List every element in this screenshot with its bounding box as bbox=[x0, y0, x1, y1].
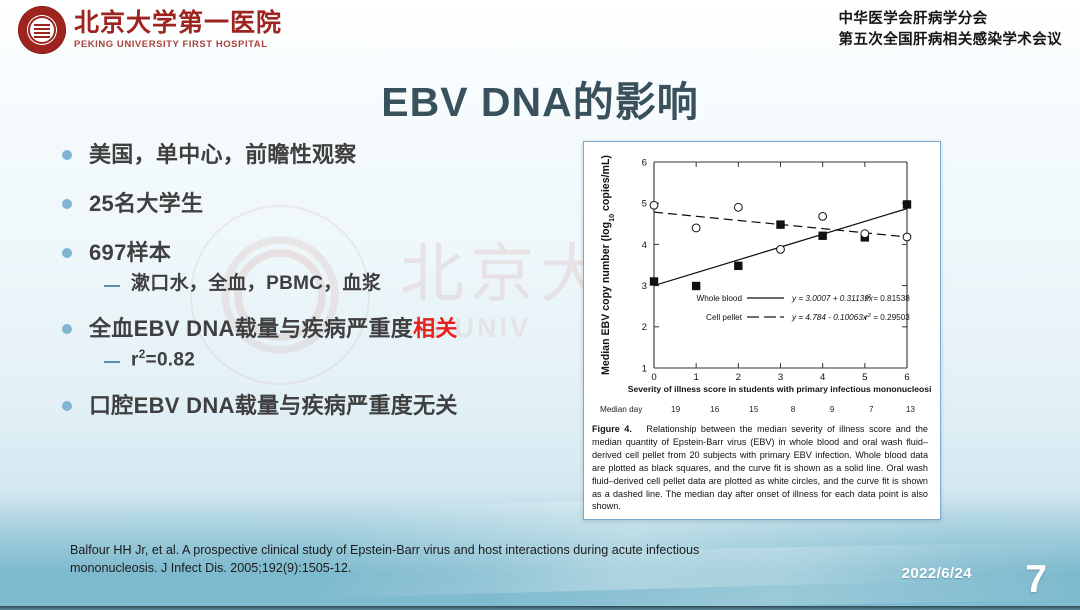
bullet-dot-icon bbox=[62, 248, 72, 259]
median-day-value: 7 bbox=[868, 405, 874, 414]
slide-date: 2022/6/24 bbox=[901, 565, 972, 582]
svg-text:2: 2 bbox=[642, 322, 647, 333]
data-point-cell-pellet bbox=[902, 232, 912, 242]
legend-label-cell-pellet: Cell pellet bbox=[706, 313, 743, 322]
svg-text:1: 1 bbox=[693, 372, 698, 383]
chart-legend: Whole blood y = 3.0007 + 0.31139x r2 = 0… bbox=[696, 294, 910, 322]
svg-text:4: 4 bbox=[642, 240, 648, 251]
figure-caption-text: Relationship between the median severity… bbox=[592, 424, 928, 512]
data-point-cell-pellet bbox=[691, 223, 701, 233]
sub-bullet-text: 漱口水，全血，PBMC，血浆 bbox=[131, 273, 382, 295]
data-point-cell-pellet bbox=[818, 211, 828, 221]
data-point-whole-blood bbox=[776, 220, 785, 229]
data-point-whole-blood bbox=[691, 281, 701, 291]
legend-r2-label-whole-blood: r2 = 0.81538 bbox=[865, 294, 910, 303]
bottom-rule bbox=[0, 606, 1080, 610]
x-axis-label: Severity of illness score in students wi… bbox=[628, 384, 932, 394]
svg-text:0: 0 bbox=[651, 372, 656, 383]
list-item: 全血EBV DNA载量与疾病严重度相关 bbox=[62, 314, 562, 343]
median-day-value: 9 bbox=[829, 405, 835, 414]
data-point-cell-pellet bbox=[649, 200, 659, 210]
page-number: 7 bbox=[1025, 558, 1047, 601]
cell-pellet-points bbox=[649, 200, 912, 254]
r-squared-exponent: 2 bbox=[138, 348, 146, 362]
bullet-dot-icon bbox=[62, 400, 72, 411]
data-point-cell-pellet bbox=[733, 202, 743, 212]
dash-bullet-icon bbox=[104, 285, 120, 288]
bullet-dot-icon bbox=[62, 199, 72, 210]
list-item: 口腔EBV DNA载量与疾病严重度无关 bbox=[62, 391, 562, 420]
svg-text:4: 4 bbox=[820, 372, 826, 383]
median-day-value: 13 bbox=[905, 405, 915, 414]
data-point-whole-blood bbox=[902, 200, 912, 209]
svg-text:2: 2 bbox=[736, 372, 741, 383]
data-point-whole-blood bbox=[649, 277, 659, 286]
conference-title-line2: 第五次全国肝病相关感染学术会议 bbox=[838, 32, 1062, 49]
header-band: 北京大学第一医院 PEKING UNIVERSITY FIRST HOSPITA… bbox=[0, 0, 1080, 62]
bullet-text-main: 全血EBV DNA载量与疾病严重度 bbox=[89, 316, 414, 342]
sub-list-item: r2=0.82 bbox=[104, 347, 562, 372]
legend-equation-whole-blood: y = 3.0007 + 0.31139x bbox=[791, 294, 874, 303]
median-day-value: 8 bbox=[790, 405, 796, 414]
svg-text:5: 5 bbox=[862, 372, 867, 383]
r-squared-base: r bbox=[131, 349, 139, 371]
sub-bullet-text: r2=0.82 bbox=[131, 347, 195, 372]
page-title: EBV DNA的影响 bbox=[381, 79, 699, 125]
bullet-dot-icon bbox=[62, 150, 72, 160]
r-squared-value: =0.82 bbox=[145, 349, 196, 371]
bullet-text: 口腔EBV DNA载量与疾病严重度无关 bbox=[89, 392, 458, 418]
logo-chinese-name: 北京大学第一医院 bbox=[74, 8, 283, 38]
data-point-cell-pellet bbox=[860, 229, 870, 239]
figure-caption-label: Figure 4. bbox=[592, 424, 632, 434]
dash-bullet-icon bbox=[104, 361, 120, 364]
conference-title-line1: 中华医学会肝病学分会 bbox=[838, 11, 988, 27]
sub-list-item: 漱口水，全血，PBMC，血浆 bbox=[104, 271, 562, 296]
svg-text:3: 3 bbox=[778, 372, 783, 383]
median-day-value: 16 bbox=[710, 405, 720, 414]
median-day-value: 15 bbox=[749, 405, 759, 414]
bullet-text: 25名大学生 bbox=[89, 191, 204, 217]
y-axis-label: Median EBV copy number (log10 copies/mL) bbox=[600, 155, 616, 375]
svg-text:6: 6 bbox=[642, 157, 647, 168]
bullet-text: 697样本 bbox=[89, 240, 172, 266]
conference-title: 中华医学会肝病学分会 第五次全国肝病相关感染学术会议 bbox=[839, 9, 1063, 51]
bullet-text: 美国，单中心，前瞻性观察 bbox=[89, 142, 357, 167]
list-item: 美国，单中心，前瞻性观察 bbox=[62, 140, 562, 169]
svg-text:3: 3 bbox=[642, 281, 647, 292]
list-item: 25名大学生 bbox=[62, 189, 562, 218]
legend-r2-label-cell-pellet: r2 = 0.29503 bbox=[865, 313, 910, 322]
axis-ticks bbox=[653, 161, 908, 369]
x-tick-labels: 0 1 2 3 4 5 6 bbox=[651, 372, 909, 383]
legend-equation-cell-pellet: y = 4.784 - 0.10063x bbox=[791, 313, 868, 322]
list-item: 697样本 bbox=[62, 238, 562, 267]
median-day-row: Median day 19 16 15 8 9 7 13 bbox=[600, 405, 930, 414]
data-point-whole-blood bbox=[734, 261, 743, 271]
bullet-list: 美国，单中心，前瞻性观察 25名大学生 697样本 漱口水，全血，PBMC，血浆… bbox=[62, 140, 562, 420]
logo-english-name: PEKING UNIVERSITY FIRST HOSPITAL bbox=[74, 38, 268, 50]
svg-text:5: 5 bbox=[642, 199, 647, 210]
bullet-dot-icon bbox=[62, 324, 72, 335]
bullet-text: 全血EBV DNA载量与疾病严重度相关 bbox=[89, 314, 458, 343]
figure-caption: Figure 4. Relationship between the media… bbox=[592, 423, 930, 513]
median-day-value: 19 bbox=[671, 405, 681, 414]
y-tick-labels: 1 2 3 4 5 6 bbox=[642, 157, 648, 374]
median-day-label: Median day bbox=[600, 405, 643, 414]
bullet-text-highlight: 相关 bbox=[413, 316, 458, 342]
data-point-cell-pellet bbox=[776, 244, 785, 254]
data-point-whole-blood bbox=[818, 231, 827, 240]
svg-text:1: 1 bbox=[642, 363, 647, 374]
hospital-seal-icon bbox=[18, 6, 66, 54]
svg-text:6: 6 bbox=[904, 372, 909, 383]
legend-label-whole-blood: Whole blood bbox=[696, 294, 742, 303]
institution-logo: 北京大学第一医院 PEKING UNIVERSITY FIRST HOSPITA… bbox=[18, 6, 282, 54]
median-day-values: 19 16 15 8 9 7 13 bbox=[656, 405, 930, 414]
citation-reference: Balfour HH Jr, et al. A prospective clin… bbox=[70, 543, 700, 575]
